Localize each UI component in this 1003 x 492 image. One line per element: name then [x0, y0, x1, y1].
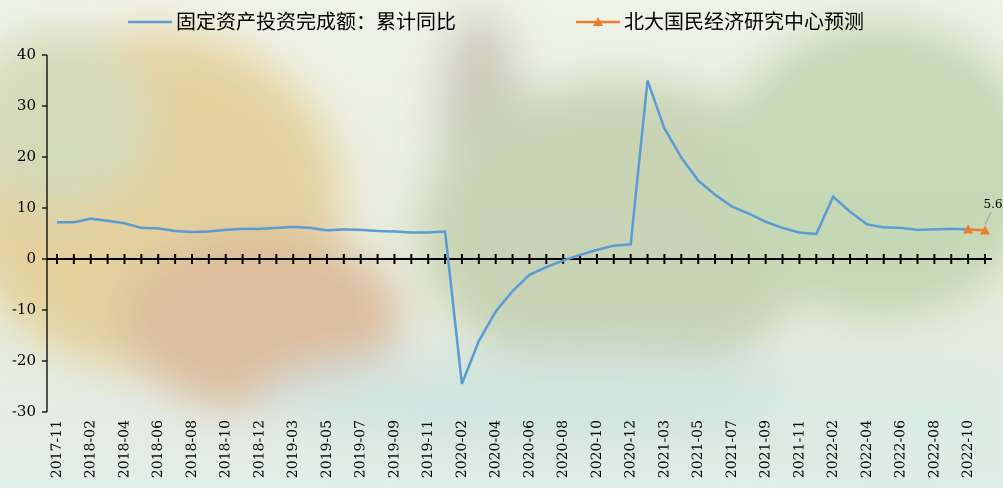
x-tick-label: 2020-12 — [623, 420, 639, 478]
x-tick-label: 2021-07 — [724, 420, 740, 478]
background — [0, 0, 1003, 488]
x-tick-label: 2019-11 — [420, 420, 436, 478]
x-tick-label: 2022-06 — [893, 420, 909, 478]
x-tick-label: 2017-11 — [49, 420, 65, 478]
x-tick-label: 2020-08 — [555, 420, 571, 478]
y-tick-label: 0 — [26, 249, 36, 267]
data-label: 5.6 — [983, 197, 1002, 211]
x-tick-label: 2022-08 — [926, 420, 942, 478]
y-tick-label: 20 — [17, 147, 36, 165]
x-tick-label: 2020-02 — [454, 420, 470, 478]
y-tick-label: -30 — [12, 402, 36, 420]
x-tick-label: 2022-02 — [825, 420, 841, 478]
x-tick-label: 2018-06 — [150, 420, 166, 478]
x-tick-label: 2020-04 — [488, 420, 504, 478]
x-tick-label: 2018-12 — [251, 420, 267, 478]
x-tick-label: 2021-05 — [690, 420, 706, 478]
x-tick-label: 2020-10 — [589, 420, 605, 478]
y-tick-label: 40 — [17, 45, 36, 63]
x-tick-label: 2019-03 — [285, 420, 301, 478]
x-tick-label: 2022-10 — [960, 420, 976, 478]
x-tick-label: 2022-04 — [859, 420, 875, 478]
x-tick-label: 2018-08 — [184, 420, 200, 478]
x-tick-label: 2021-03 — [656, 420, 672, 478]
x-tick-label: 2020-06 — [521, 420, 537, 478]
legend-label: 固定资产投资完成额：累计同比 — [176, 10, 456, 34]
x-tick-label: 2021-09 — [758, 420, 774, 478]
y-tick-label: 30 — [17, 96, 36, 114]
x-tick-label: 2019-05 — [319, 420, 335, 478]
y-tick-label: -10 — [12, 300, 36, 318]
x-tick-label: 2019-07 — [353, 420, 369, 478]
x-tick-label: 2021-11 — [791, 420, 807, 478]
y-tick-label: -20 — [12, 351, 36, 369]
chart: 固定资产投资完成额：累计同比 北大国民经济研究中心预测 -30 -20 -10 0 10… — [0, 0, 1003, 488]
x-tick-label: 2018-10 — [218, 420, 234, 478]
x-tick-label: 2018-02 — [83, 420, 99, 478]
x-tick-label: 2018-04 — [116, 420, 132, 478]
legend-label: 北大国民经济研究中心预测 — [624, 10, 864, 34]
y-tick-label: 10 — [17, 198, 36, 216]
x-tick-label: 2019-09 — [386, 420, 402, 478]
